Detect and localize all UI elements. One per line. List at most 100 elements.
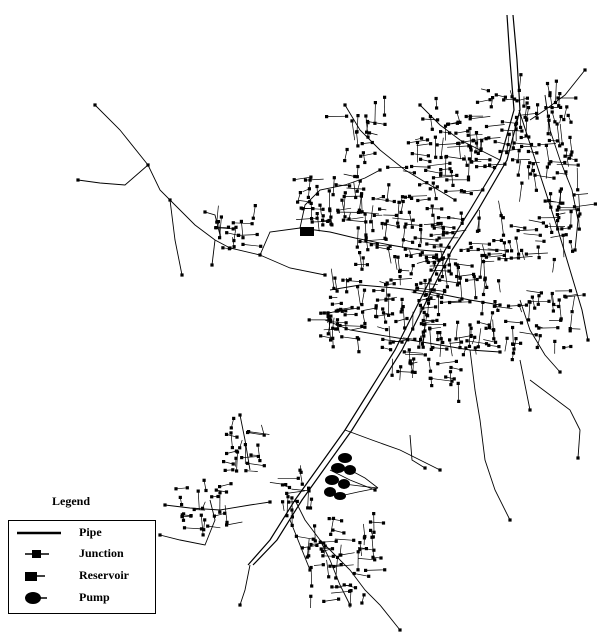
junction-node [440,275,444,279]
junction-node [552,302,556,307]
junction-node [210,263,214,267]
junction-node [445,347,449,351]
junction-node [238,413,242,417]
junction-node [339,307,343,311]
junction-node [425,207,429,211]
distribution-pipe [433,262,437,275]
junction-node [386,165,390,169]
junction-node [309,565,313,570]
distribution-pipe [470,242,490,245]
junction-node [476,345,480,349]
junction-node [425,138,430,142]
distribution-pipe [184,527,202,530]
legend-item-junction: Junction [9,545,155,563]
junction-node [568,329,572,333]
junction-node [180,273,184,277]
junction-node [505,249,509,253]
junction-node [332,564,336,569]
distribution-pipe [483,339,496,343]
junction-node [235,435,239,439]
junction-node [519,125,523,129]
junction-node [569,224,573,228]
junction-node [472,272,476,276]
junction-node [340,519,344,523]
junction-node [330,223,334,227]
junction-node [310,220,314,224]
junction-node [513,97,517,101]
distribution-pipe [503,98,515,101]
junction-node [528,161,532,165]
junction-node [363,325,367,329]
distribution-pipe [226,450,237,454]
junction-node [224,432,229,436]
junction-node [557,216,561,220]
junction-node [476,320,480,324]
distribution-pipe [298,200,310,203]
junction-node [307,187,311,191]
distribution-pipe [501,129,522,132]
distribution-pipe [364,214,367,236]
junction-node [543,199,547,203]
junction-node [234,225,238,229]
junction-node [576,188,580,192]
junction-node [294,534,298,538]
junction-node [406,338,410,342]
junction-node [559,105,563,109]
distribution-pipe [439,338,442,357]
distribution-pipe [361,290,365,305]
junction-node [319,334,323,338]
junction-node [400,195,405,199]
junction-node [329,338,333,342]
junction-node [445,231,449,235]
junction-node [373,488,377,492]
branch-pipe [409,434,426,469]
junction-node [569,120,573,124]
junction-node [237,233,241,237]
junction-node [232,245,236,249]
junction-node [593,202,597,206]
junction-node [413,337,417,341]
junction-node [348,603,352,607]
junction-node [563,160,567,165]
junction-node [380,345,384,349]
distribution-pipe [526,290,542,294]
distribution-pipe [448,217,463,220]
junction-node [364,547,368,551]
junction-node [483,276,487,280]
junction-node [423,278,427,283]
junction-node [503,95,507,99]
junction-node [390,373,394,377]
junction-node [490,311,495,315]
junction-node [381,288,385,292]
junction-node [203,518,207,522]
junction-node [458,346,462,350]
junction-node [346,279,350,283]
junction-node [508,518,512,522]
branch-pipe [519,359,531,411]
junction-node [326,219,330,223]
junction-node [331,528,335,532]
distribution-pipe [241,221,244,238]
junction-node [398,275,402,279]
distribution-pipe [330,321,347,324]
junction-node [300,482,304,486]
junction-node [493,300,497,304]
distribution-pipe [444,266,448,287]
junction-node [245,461,250,465]
junction-node [456,320,460,324]
junction-node [387,313,391,317]
junction-node [163,503,167,507]
distribution-pipe [445,190,462,192]
junction-node [535,111,539,115]
junction-node [308,506,313,510]
distribution-pipe [286,490,305,494]
junction-node [424,255,428,259]
distribution-pipe [391,358,393,376]
junction-node [468,126,472,131]
junction-node [372,512,376,516]
junction-node [572,193,576,197]
distribution-pipe [429,326,442,330]
junction-node [328,295,333,299]
distribution-pipe [417,287,432,291]
junction-node [550,230,554,234]
